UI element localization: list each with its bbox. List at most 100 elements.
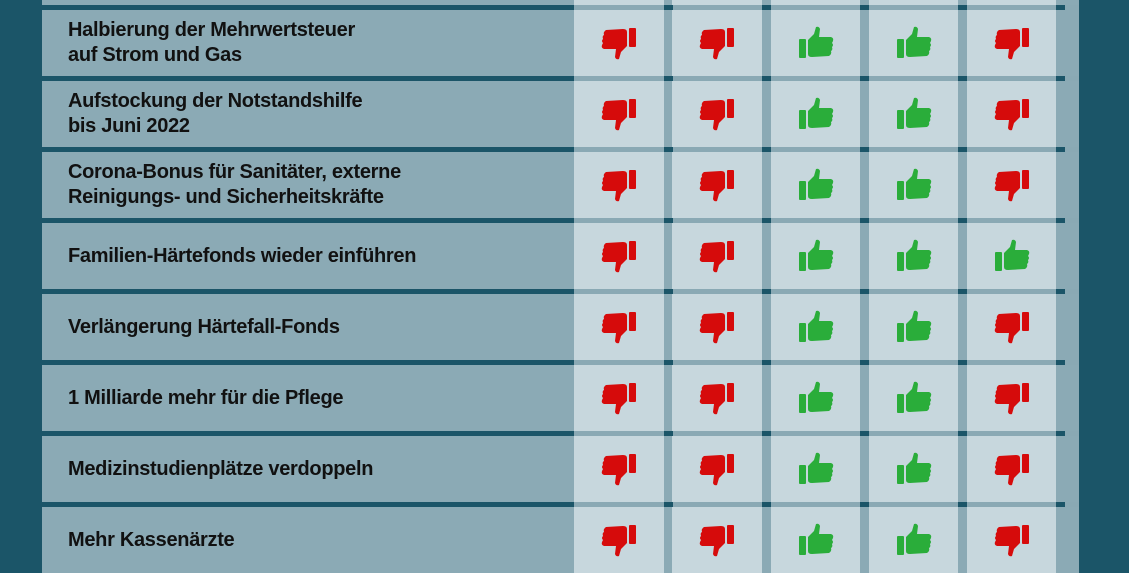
row-label-cell: Corona-Bonus für Sanitäter, externe Rein… bbox=[42, 152, 574, 218]
vote-area bbox=[574, 81, 1079, 147]
row-label: Familien-Härtefonds wieder einführen bbox=[68, 244, 417, 267]
row-label: Medizinstudienplätze verdoppeln bbox=[68, 457, 374, 480]
row-divider bbox=[564, 76, 1079, 81]
vote-cell-4 bbox=[869, 152, 958, 218]
vote-cell-5 bbox=[967, 436, 1056, 502]
vote-cell-3 bbox=[771, 436, 860, 502]
vote-area bbox=[574, 507, 1079, 573]
row-divider bbox=[564, 502, 1079, 507]
vote-area bbox=[574, 436, 1079, 502]
thumbs-down-icon bbox=[699, 310, 735, 344]
row-label-cell: Halbierung der Mehrwertsteuer auf Strom … bbox=[42, 10, 574, 76]
vote-cell-1 bbox=[574, 81, 664, 147]
thumbs-down-icon bbox=[601, 310, 637, 344]
vote-cell-1 bbox=[574, 0, 664, 5]
row-label-cell: Verlängerung Härtefall-Fonds bbox=[42, 294, 574, 360]
table-row: Aufstockung der Notstandshilfe bis Juni … bbox=[42, 76, 1079, 147]
row-label: Corona-Bonus für Sanitäter, externe Rein… bbox=[68, 161, 401, 208]
thumbs-up-icon bbox=[896, 523, 932, 557]
thumbs-down-icon bbox=[994, 168, 1030, 202]
thumbs-down-icon bbox=[699, 168, 735, 202]
vote-cell-2 bbox=[672, 223, 762, 289]
thumbs-down-icon bbox=[699, 381, 735, 415]
vote-cell-2 bbox=[672, 507, 762, 573]
votes-table: Halbierung der Mehrwertsteuer auf Strom … bbox=[42, 0, 1079, 573]
vote-cell-4 bbox=[869, 0, 958, 5]
vote-cell-2 bbox=[672, 152, 762, 218]
table-row: Verlängerung Härtefall-Fonds bbox=[42, 289, 1079, 360]
vote-area bbox=[574, 294, 1079, 360]
row-divider bbox=[564, 289, 1079, 294]
row-label-cell: Familien-Härtefonds wieder einführen bbox=[42, 223, 574, 289]
thumbs-up-icon bbox=[798, 381, 834, 415]
vote-cell-3 bbox=[771, 0, 860, 5]
thumbs-up-icon bbox=[896, 452, 932, 486]
vote-cell-2 bbox=[672, 10, 762, 76]
thumbs-up-icon bbox=[896, 97, 932, 131]
vote-cell-4 bbox=[869, 81, 958, 147]
row-label: Mehr Kassenärzte bbox=[68, 528, 235, 551]
vote-cell-5 bbox=[967, 81, 1056, 147]
vote-cell-3 bbox=[771, 81, 860, 147]
vote-cell-5 bbox=[967, 294, 1056, 360]
vote-cell-1 bbox=[574, 507, 664, 573]
thumbs-down-icon bbox=[994, 452, 1030, 486]
thumbs-down-icon bbox=[601, 381, 637, 415]
row-label: 1 Milliarde mehr für die Pflege bbox=[68, 386, 344, 409]
vote-cell-4 bbox=[869, 436, 958, 502]
row-label-cell: Mehr Kassenärzte bbox=[42, 507, 574, 573]
vote-cell-4 bbox=[869, 507, 958, 573]
vote-cell-5 bbox=[967, 0, 1056, 5]
thumbs-down-icon bbox=[601, 239, 637, 273]
vote-area bbox=[574, 10, 1079, 76]
thumbs-up-icon bbox=[896, 381, 932, 415]
table-row: Corona-Bonus für Sanitäter, externe Rein… bbox=[42, 147, 1079, 218]
thumbs-down-icon bbox=[994, 310, 1030, 344]
vote-cell-5 bbox=[967, 152, 1056, 218]
vote-cell-1 bbox=[574, 10, 664, 76]
thumbs-up-icon bbox=[896, 239, 932, 273]
row-label-cell: 1 Milliarde mehr für die Pflege bbox=[42, 365, 574, 431]
row-label: Halbierung der Mehrwertsteuer auf Strom … bbox=[68, 19, 355, 66]
row-divider bbox=[564, 360, 1079, 365]
vote-cell-2 bbox=[672, 81, 762, 147]
vote-cell-4 bbox=[869, 223, 958, 289]
vote-area bbox=[574, 365, 1079, 431]
table-row: 1 Milliarde mehr für die Pflege bbox=[42, 360, 1079, 431]
row-label: Aufstockung der Notstandshilfe bis Juni … bbox=[68, 90, 363, 137]
thumbs-down-icon bbox=[601, 168, 637, 202]
vote-cell-3 bbox=[771, 10, 860, 76]
table-row: Halbierung der Mehrwertsteuer auf Strom … bbox=[42, 5, 1079, 76]
thumbs-up-icon bbox=[798, 310, 834, 344]
vote-cell-3 bbox=[771, 152, 860, 218]
vote-cell-2 bbox=[672, 436, 762, 502]
thumbs-up-icon bbox=[798, 168, 834, 202]
row-label-cell bbox=[42, 0, 574, 5]
thumbs-down-icon bbox=[994, 26, 1030, 60]
vote-cell-1 bbox=[574, 223, 664, 289]
thumbs-down-icon bbox=[994, 97, 1030, 131]
table-row: Familien-Härtefonds wieder einführen bbox=[42, 218, 1079, 289]
vote-cell-5 bbox=[967, 10, 1056, 76]
thumbs-up-icon bbox=[798, 239, 834, 273]
vote-cell-1 bbox=[574, 152, 664, 218]
thumbs-down-icon bbox=[994, 523, 1030, 557]
row-divider bbox=[564, 431, 1079, 436]
thumbs-down-icon bbox=[601, 26, 637, 60]
thumbs-up-icon bbox=[896, 168, 932, 202]
thumbs-up-icon bbox=[896, 26, 932, 60]
thumbs-down-icon bbox=[601, 523, 637, 557]
vote-cell-3 bbox=[771, 507, 860, 573]
thumbs-up-icon bbox=[798, 452, 834, 486]
thumbs-down-icon bbox=[699, 26, 735, 60]
row-divider bbox=[564, 147, 1079, 152]
vote-cell-5 bbox=[967, 507, 1056, 573]
vote-cell-3 bbox=[771, 365, 860, 431]
thumbs-down-icon bbox=[699, 452, 735, 486]
table-row bbox=[42, 0, 1079, 5]
table-row: Medizinstudienplätze verdoppeln bbox=[42, 431, 1079, 502]
thumbs-up-icon bbox=[798, 97, 834, 131]
row-label-cell: Medizinstudienplätze verdoppeln bbox=[42, 436, 574, 502]
row-divider bbox=[564, 5, 1079, 10]
thumbs-up-icon bbox=[896, 310, 932, 344]
